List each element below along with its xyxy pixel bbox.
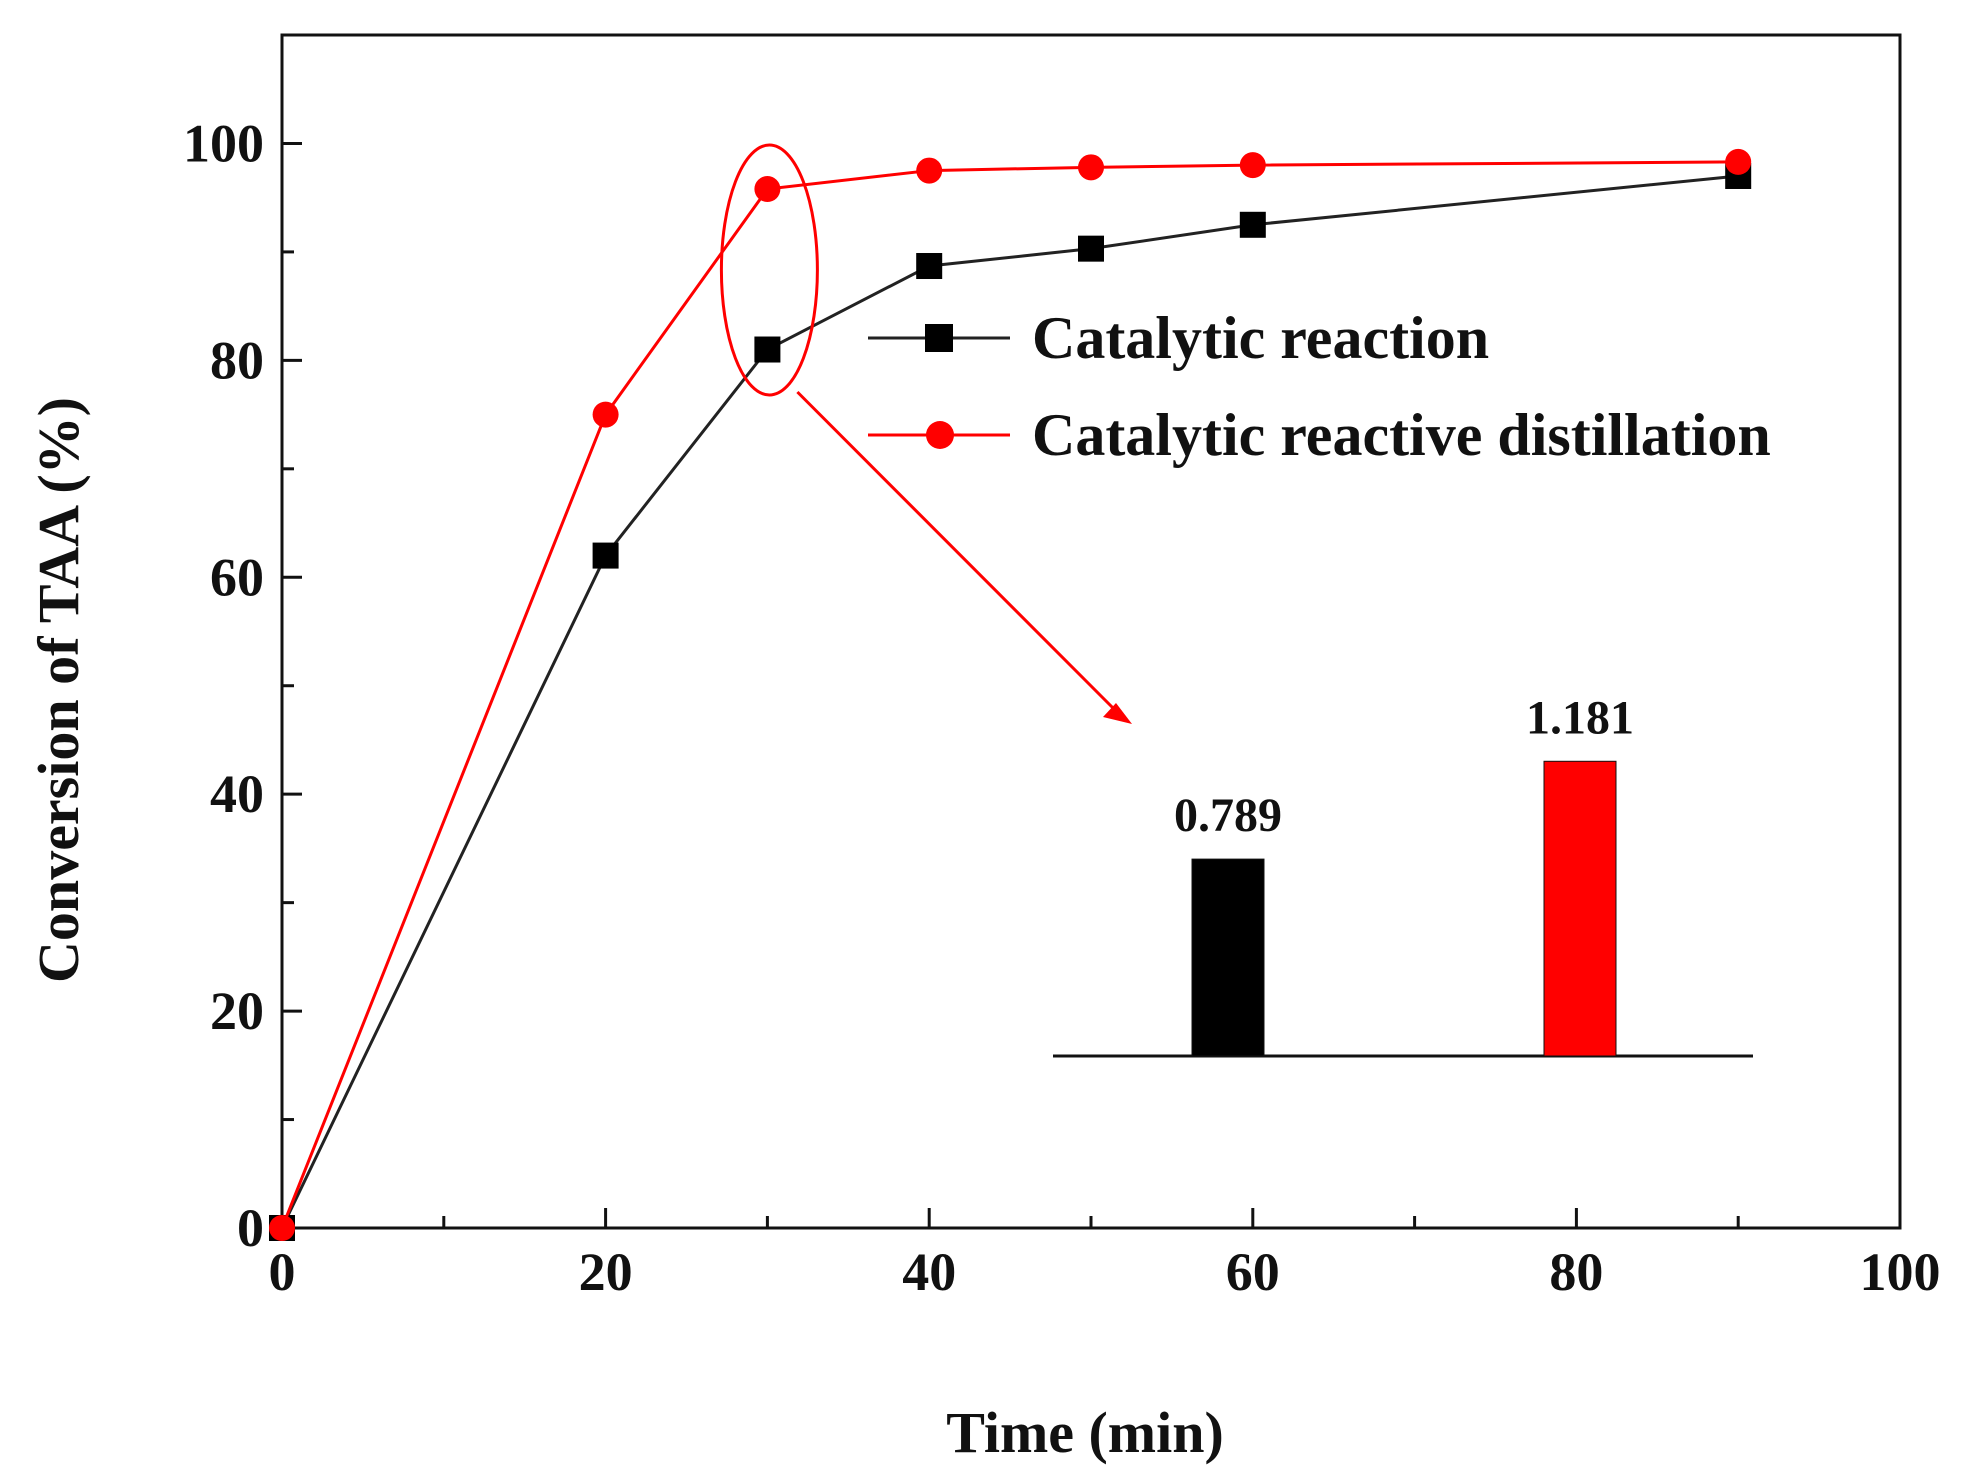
legend-marker-catalytic-reactive-distillation: [926, 421, 954, 449]
data-point: [1078, 154, 1104, 181]
legend-label-catalytic-reaction: Catalytic reaction: [1032, 305, 1489, 371]
y-tick-label: 20: [210, 981, 264, 1041]
legend-marker-catalytic-reaction: [925, 324, 953, 352]
y-tick-label: 40: [210, 764, 264, 824]
x-axis-title: Time (min): [946, 1400, 1224, 1465]
highlight-arrowhead: [1103, 703, 1132, 724]
highlight-ellipse: [719, 143, 819, 397]
plot-area: 0 20 40 60 80 100 0 20 40 60 80 100 0.789 1.181: [183, 33, 1941, 1302]
data-point: [1239, 211, 1266, 238]
inset-bar-label: 0.789: [1174, 789, 1282, 842]
series-line-0: [280, 174, 1739, 1229]
data-point: [754, 336, 781, 363]
data-point: [916, 157, 943, 184]
y-tick-label: 0: [237, 1198, 264, 1258]
data-point: [1725, 148, 1752, 175]
x-tick-label: 0: [269, 1242, 296, 1302]
y-axis-title: Conversion of TAA (%): [26, 397, 91, 983]
x-tick-label: 40: [902, 1242, 956, 1302]
legend: Catalytic reaction Catalytic reactive di…: [868, 305, 1771, 468]
x-tick-label: 100: [1860, 1242, 1941, 1302]
data-point: [1239, 152, 1266, 179]
data-point: [754, 176, 781, 203]
x-tick-label: 60: [1226, 1242, 1280, 1302]
legend-label-catalytic-reactive-distillation: Catalytic reactive distillation: [1032, 402, 1771, 468]
data-point: [592, 542, 619, 569]
x-tick-label: 20: [579, 1242, 633, 1302]
y-tick-label: 80: [210, 330, 264, 390]
inset-bar: [1191, 858, 1265, 1057]
plot-frame: [280, 33, 1902, 1230]
data-point: [269, 1215, 295, 1241]
data-point: [592, 401, 619, 428]
inset-bar: [1543, 760, 1617, 1057]
series-line-1: [280, 160, 1739, 1229]
inset-bar-label: 1.181: [1526, 691, 1634, 744]
x-tick-label: 80: [1549, 1242, 1603, 1302]
highlight-arrow-line: [796, 390, 1127, 722]
data-point: [1078, 235, 1104, 262]
y-tick-label: 60: [210, 547, 264, 607]
y-tick-label: 100: [183, 113, 264, 173]
data-point: [916, 253, 943, 280]
